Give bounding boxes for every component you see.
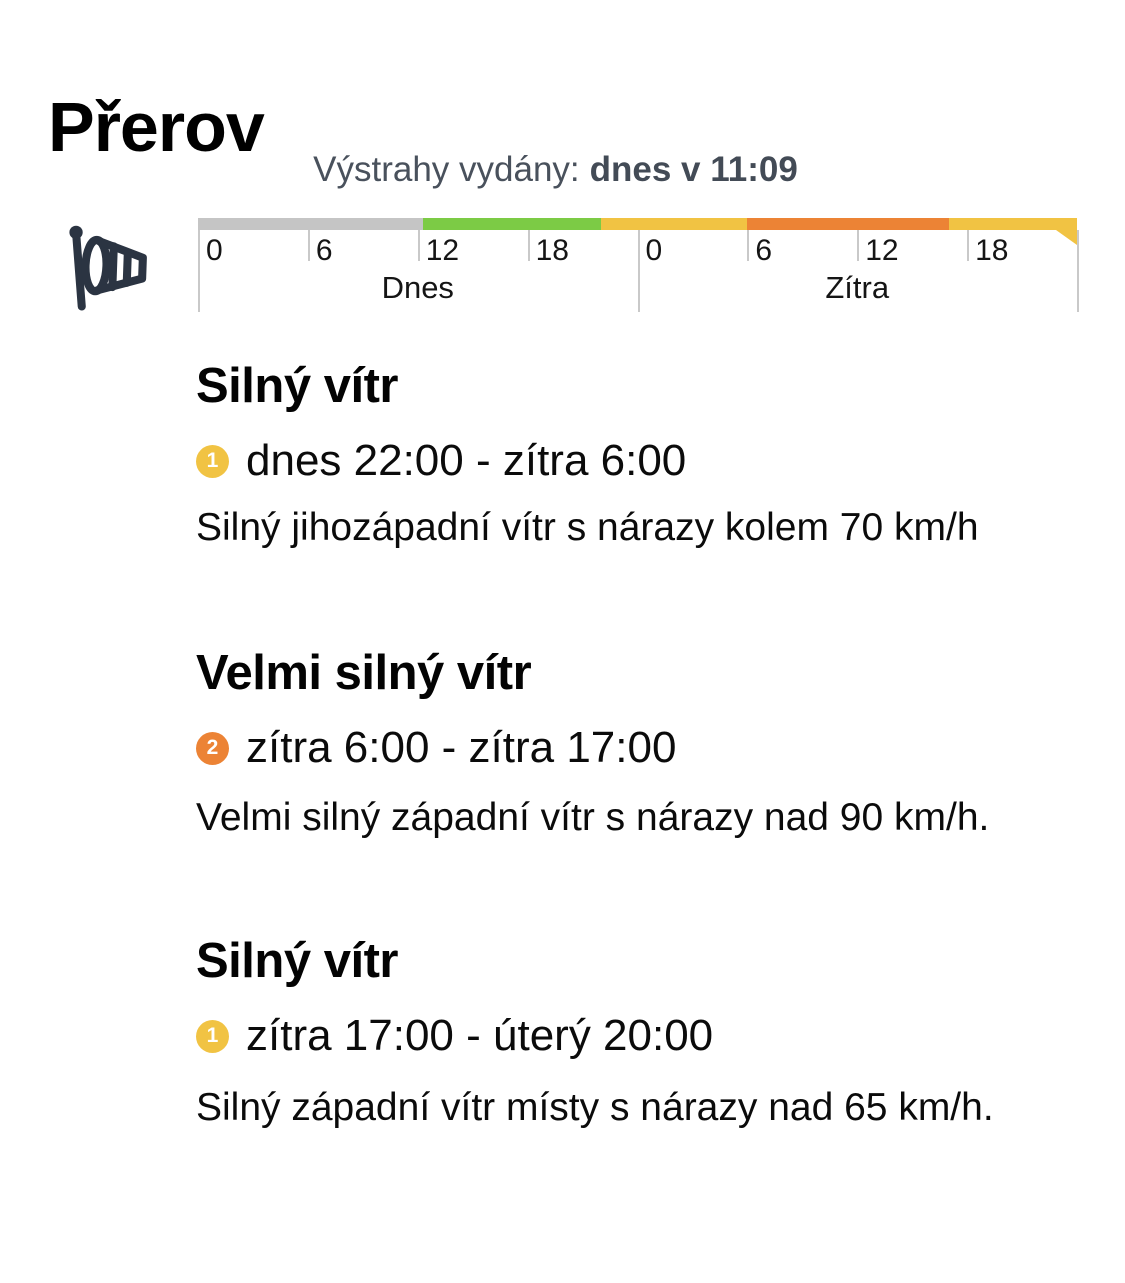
tick-label: 18 bbox=[975, 234, 1009, 267]
warning-description: Velmi silný západní vítr s nárazy nad 90… bbox=[196, 796, 990, 839]
timeline-bar bbox=[198, 218, 1077, 230]
warning-time-range: dnes 22:00 - zítra 6:00 bbox=[246, 436, 687, 485]
segment-level-1 bbox=[600, 218, 748, 230]
warning-time-range: zítra 17:00 - úterý 20:00 bbox=[246, 1011, 714, 1060]
warning-title: Velmi silný vítr bbox=[196, 646, 532, 700]
tick-label: 12 bbox=[425, 234, 460, 267]
tick bbox=[527, 230, 530, 261]
issued-line: Výstrahy vydány: dnes v 11:09 bbox=[0, 150, 1111, 190]
warning-time-range: zítra 6:00 - zítra 17:00 bbox=[246, 723, 677, 772]
tick-label: 12 bbox=[865, 234, 899, 267]
warning-time-row: 2 zítra 6:00 - zítra 17:00 bbox=[196, 723, 676, 773]
warning-level-badge: 2 bbox=[196, 731, 229, 765]
warning-title: Silný vítr bbox=[196, 934, 398, 988]
warning-timeline[interactable]: 0 6 12 18 0 6 12 18 Dnes Zítra bbox=[198, 218, 1079, 312]
tick bbox=[967, 230, 970, 261]
tick-label: 0 bbox=[206, 234, 223, 267]
tick-label: 0 bbox=[645, 234, 663, 267]
day-label-tomorrow: Zítra bbox=[825, 270, 890, 305]
tick-end bbox=[1077, 230, 1079, 312]
tick-label: 6 bbox=[315, 234, 333, 267]
tick-day1-start bbox=[198, 230, 200, 312]
tick bbox=[307, 230, 310, 261]
tick bbox=[417, 230, 420, 261]
warning-section: Silný vítr bbox=[196, 933, 1076, 989]
page-title: Přerov bbox=[48, 87, 265, 166]
warning-section: Velmi silný vítr bbox=[196, 645, 1076, 701]
tick-label: 18 bbox=[535, 234, 569, 267]
warning-level-badge: 1 bbox=[196, 444, 229, 478]
warning-time-row: 1 dnes 22:00 - zítra 6:00 bbox=[196, 436, 686, 486]
tick bbox=[857, 230, 860, 261]
warning-description: Silný jihozápadní vítr s nárazy kolem 70… bbox=[196, 506, 979, 549]
timeline-continues-marker bbox=[1056, 230, 1077, 245]
issued-label: Výstrahy vydány: bbox=[313, 150, 580, 189]
tick bbox=[747, 230, 750, 261]
warning-time-row: 1 zítra 17:00 - úterý 20:00 bbox=[196, 1011, 713, 1061]
windsock-icon bbox=[58, 220, 153, 315]
tick-label: 6 bbox=[755, 234, 773, 267]
segment-level-2 bbox=[747, 218, 949, 230]
tick-day2-start bbox=[637, 230, 640, 312]
segment-no-warning bbox=[423, 218, 601, 230]
warning-section: Silný vítr bbox=[196, 358, 1076, 414]
warning-title: Silný vítr bbox=[196, 359, 398, 413]
warning-level-badge: 1 bbox=[196, 1019, 229, 1053]
day-label-today: Dnes bbox=[381, 270, 454, 305]
warning-description: Silný západní vítr místy s nárazy nad 65… bbox=[196, 1086, 994, 1129]
segment-level-1b bbox=[948, 218, 1077, 230]
issued-value: dnes v 11:09 bbox=[589, 150, 798, 189]
segment-past bbox=[198, 218, 424, 230]
